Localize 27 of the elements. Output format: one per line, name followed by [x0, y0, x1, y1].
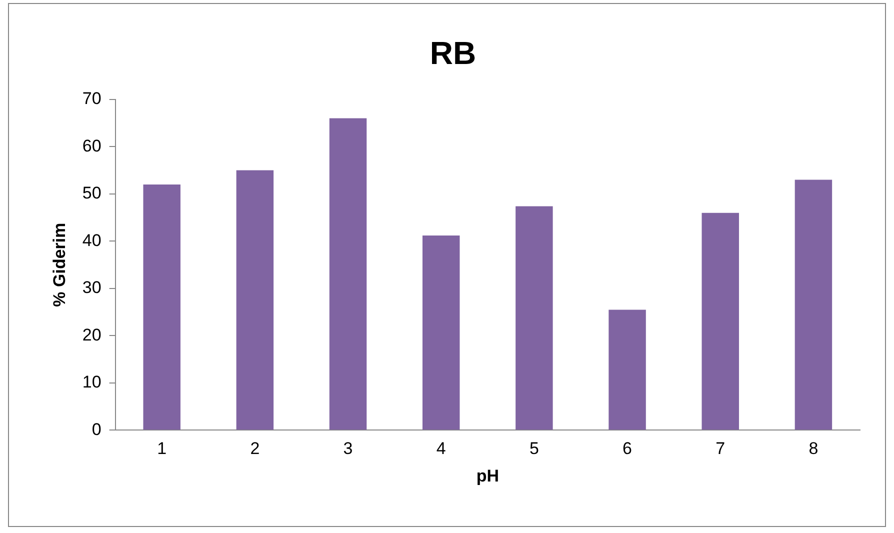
y-tick-label: 60 [82, 136, 102, 156]
chart-title: RB [430, 35, 476, 72]
bar [702, 212, 739, 430]
x-axis-title: pH [476, 466, 499, 486]
y-tick-label: 20 [82, 325, 102, 344]
bar [422, 236, 460, 430]
bar [608, 310, 646, 430]
x-tick-label: 1 [157, 439, 167, 458]
x-tick-label: 4 [436, 439, 446, 458]
bar [143, 184, 180, 430]
x-tick-label: 6 [622, 439, 632, 458]
bar [516, 206, 553, 430]
x-tick-label: 5 [529, 439, 539, 458]
x-tick-label: 7 [716, 439, 726, 458]
bar [329, 118, 367, 430]
y-tick-label: 30 [82, 278, 102, 298]
x-tick-label: 2 [250, 439, 260, 458]
y-tick-label: 40 [82, 230, 102, 250]
bar [236, 170, 274, 430]
x-tick-label: 8 [808, 439, 818, 458]
y-tick-label: 0 [92, 420, 102, 439]
y-tick-label: 70 [82, 89, 102, 108]
x-tick-label: 3 [343, 439, 353, 458]
y-tick-label: 10 [82, 372, 102, 392]
y-axis-title: % Giderim [50, 222, 69, 307]
bar [794, 180, 832, 430]
y-tick-label: 50 [82, 184, 102, 203]
